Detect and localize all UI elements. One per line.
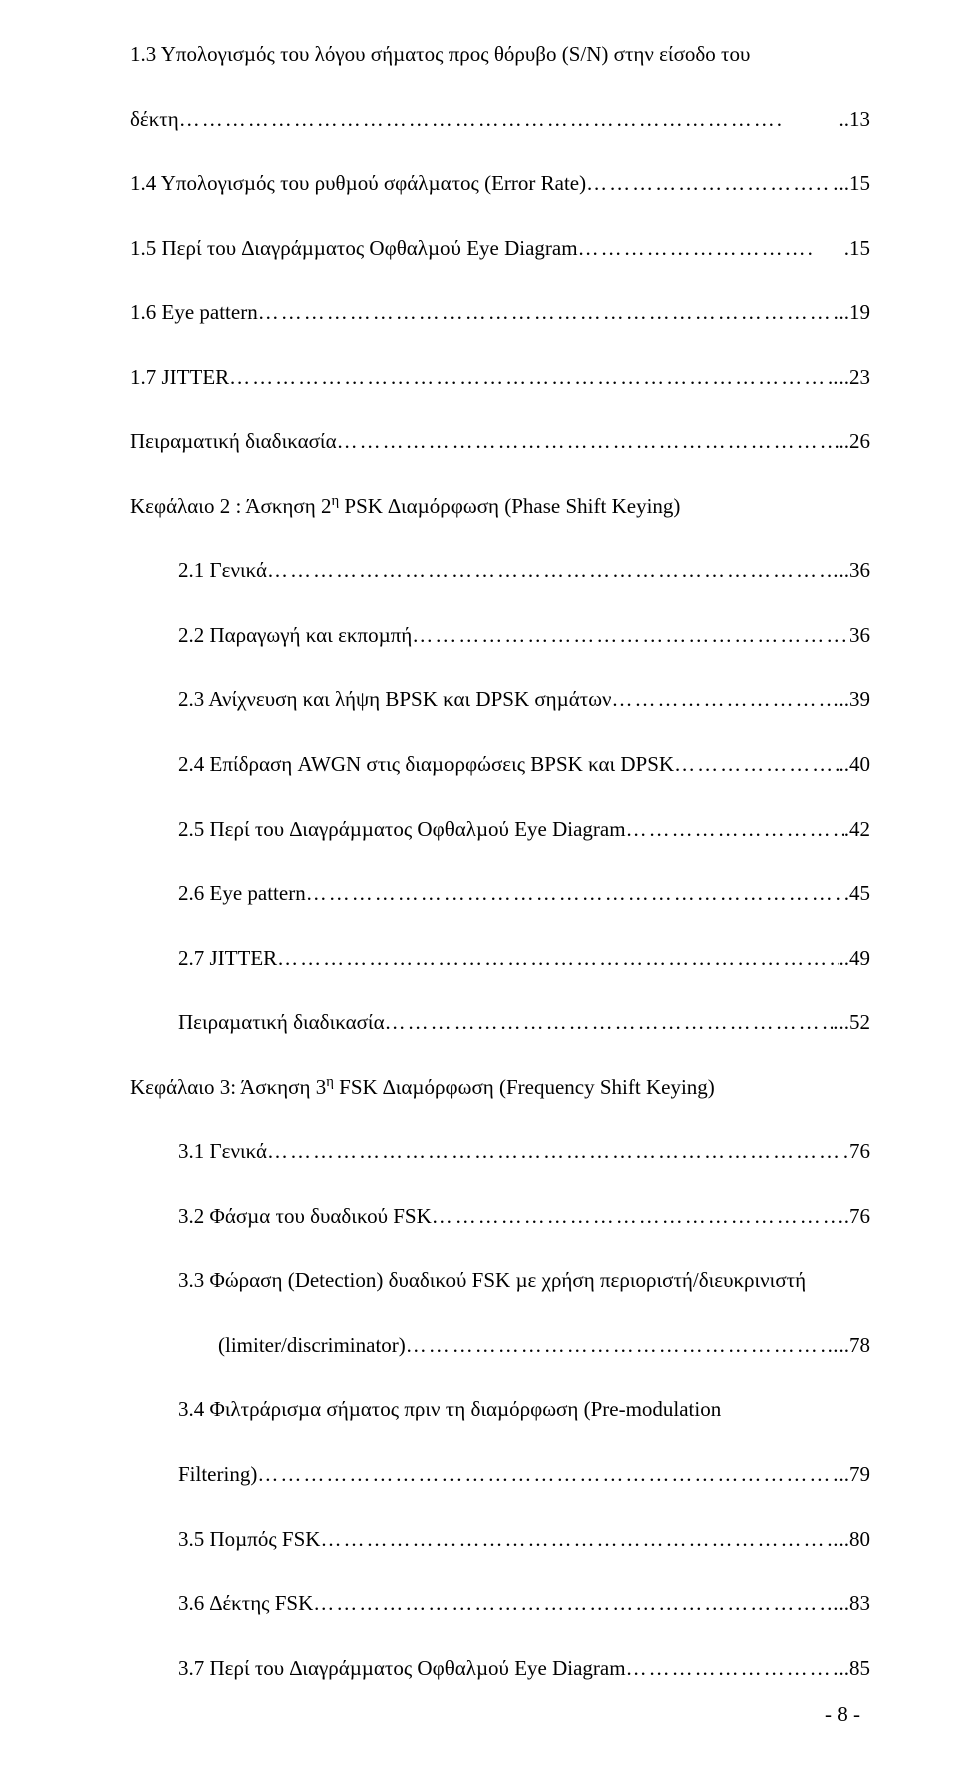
toc-entry: 2.6 Eye pattern…………………………………………………………………… — [130, 877, 870, 910]
toc-entry-title: 1.4 Υπολογισµός του ρυθµού σφάλµατος (Er… — [130, 167, 586, 200]
toc-entry-title: 3.2 Φάσµα του δυαδικού FSK — [178, 1200, 432, 1233]
toc-entry-title: 3.4 Φιλτράρισµα σήµατος πριν τη διαµόρφω… — [178, 1393, 721, 1426]
toc-entry: 2.7 JITTER………………………………………………………………………………… — [130, 942, 870, 975]
toc-entry-title: 2.5 Περί του ∆ιαγράµµατος Οφθαλµού Eye D… — [178, 813, 626, 846]
toc-entry-title: 2.7 JITTER — [178, 942, 277, 975]
toc-leader: ………………………………………………………… — [406, 1329, 833, 1362]
toc-entry-continuation: Filtering) — [178, 1458, 257, 1491]
toc-page-number: ..13 — [839, 103, 871, 136]
toc-entry: 1.6 Eye pattern…………………………………………………………………… — [130, 296, 870, 329]
toc-page-number: ...52 — [833, 1006, 870, 1039]
toc-entry-title: 2.4 Επίδραση AWGN στις διαµορφώσεις BPSK… — [178, 748, 674, 781]
toc-entry: 2.3 Ανίχνευση και λήψη BPSK και DPSK σηµ… — [130, 683, 870, 716]
toc-leader: …………………………………………………………………………. — [306, 877, 844, 910]
toc-leader: ……………………………………………………………………… — [320, 1523, 833, 1556]
chapter-heading-text: Κεφάλαιο 3: Άσκηση 3η FSK ∆ιαµόρφωση (Fr… — [130, 1071, 715, 1104]
toc-entry-title: 3.6 ∆έκτης FSK — [178, 1587, 313, 1620]
toc-leader: ……………………………………………………… — [432, 1200, 844, 1233]
toc-page-number: .76 — [844, 1200, 870, 1233]
toc-page-number: .42 — [844, 813, 870, 846]
toc-page-number: ..26 — [839, 425, 871, 458]
toc-entry-title: 3.3 Φώραση (Detection) δυαδικού FSK µε χ… — [178, 1264, 806, 1297]
toc-entry-title: 2.1 Γενικά — [178, 554, 267, 587]
toc-page-number: ...79 — [833, 1458, 870, 1491]
toc-entry: 2.5 Περί του ∆ιαγράµµατος Οφθαλµού Eye D… — [130, 813, 870, 846]
toc-entry-title: 1.7 JITTER — [130, 361, 229, 394]
toc-entry-title: 1.5 Περί του ∆ιαγράµµατος Οφθαλµού Eye D… — [130, 232, 578, 265]
toc-entry-title: 1.3 Υπολογισµός του λόγου σήµατος προς θ… — [130, 38, 750, 71]
toc-entry-title: 3.7 Περί του ∆ιαγράµµατος Οφθαλµού Eye D… — [178, 1652, 626, 1685]
toc-page-number: ...85 — [833, 1652, 870, 1685]
toc-entry: Πειραµατική διαδικασία………………………………………………… — [130, 425, 870, 458]
toc-entry: 3.1 Γενικά………………………………………………………………………………… — [130, 1135, 870, 1168]
toc-leader: …………………………. — [578, 232, 844, 265]
toc-leader: …………………………………………………………………………… — [229, 361, 833, 394]
chapter-heading-text: Κεφάλαιο 2 : Άσκηση 2η PSK ∆ιαµόρφωση (P… — [130, 490, 680, 523]
toc-leader: ………………………………………………………… — [412, 619, 849, 652]
toc-page-number: ...83 — [833, 1587, 870, 1620]
toc-page-number: ...36 — [833, 554, 870, 587]
toc-entry-title: 2.6 Eye pattern — [178, 877, 306, 910]
toc-page-number: ..40 — [839, 748, 871, 781]
toc-page-number: ...80 — [833, 1523, 870, 1556]
toc-entry: 3.3 Φώραση (Detection) δυαδικού FSK µε χ… — [130, 1264, 870, 1361]
page-number-footer: - 8 - — [825, 1698, 860, 1731]
toc-leader: ………………………. — [626, 1652, 834, 1685]
toc-page-number: ...78 — [833, 1329, 870, 1362]
toc-page-number: ...23 — [833, 361, 870, 394]
toc-entry-continuation: (limiter/discriminator) — [218, 1329, 406, 1362]
toc-leader: ………………………… — [626, 813, 844, 846]
toc-leader: …………………. — [674, 748, 838, 781]
toc-entry: 1.7 JITTER…………………………………………………………………………….… — [130, 361, 870, 394]
toc-entry: 2.4 Επίδραση AWGN στις διαµορφώσεις BPSK… — [130, 748, 870, 781]
toc-entry: Πειραµατική διαδικασία………………………………………………… — [130, 1006, 870, 1039]
toc-leader: ……………………………………………………………………. — [179, 103, 839, 136]
toc-page-number: ..39 — [839, 683, 871, 716]
toc-entry-continuation: δέκτη — [130, 103, 179, 136]
toc-entry-title: 3.1 Γενικά — [178, 1135, 267, 1168]
toc-entry: 3.2 Φάσµα του δυαδικού FSK……………………………………… — [130, 1200, 870, 1233]
toc-entry-title: Πειραµατική διαδικασία — [130, 425, 337, 458]
toc-page-number: .15 — [844, 232, 870, 265]
toc-leader: ……………………………………………………………………………… — [267, 1135, 849, 1168]
toc-page-number: ...15 — [833, 167, 870, 200]
toc-entry: 1.3 Υπολογισµός του λόγου σήµατος προς θ… — [130, 38, 870, 135]
toc-entry: 1.4 Υπολογισµός του ρυθµού σφάλµατος (Er… — [130, 167, 870, 200]
table-of-contents: 1.3 Υπολογισµός του λόγου σήµατος προς θ… — [130, 38, 870, 1684]
toc-entry: 3.4 Φιλτράρισµα σήµατος πριν τη διαµόρφω… — [130, 1393, 870, 1490]
toc-entry-title: Πειραµατική διαδικασία — [178, 1006, 385, 1039]
toc-page-number: ..19 — [839, 296, 871, 329]
document-page: 1.3 Υπολογισµός του λόγου σήµατος προς θ… — [0, 0, 960, 1766]
toc-page-number: .45 — [844, 877, 870, 910]
toc-entry-title: 2.3 Ανίχνευση και λήψη BPSK και DPSK σηµ… — [178, 683, 612, 716]
toc-entry-title: 2.2 Παραγωγή και εκποµπή — [178, 619, 412, 652]
toc-leader: …………………………………………………………… — [385, 1006, 834, 1039]
toc-page-number: ..49 — [839, 942, 871, 975]
toc-entry: 1.5 Περί του ∆ιαγράµµατος Οφθαλµού Eye D… — [130, 232, 870, 265]
toc-entry: 3.7 Περί του ∆ιαγράµµατος Οφθαλµού Eye D… — [130, 1652, 870, 1685]
toc-leader: ……………………………………………………………………………… — [277, 942, 838, 975]
chapter-heading: Κεφάλαιο 2 : Άσκηση 2η PSK ∆ιαµόρφωση (P… — [130, 490, 870, 523]
toc-entry-title: 3.5 Ποµπός FSK — [178, 1523, 320, 1556]
toc-page-number: 36 — [849, 619, 870, 652]
toc-entry: 3.5 Ποµπός FSK……………………………………………………………………… — [130, 1523, 870, 1556]
toc-entry-title: 1.6 Eye pattern — [130, 296, 258, 329]
toc-leader: ………………………………………………………………………… — [257, 1458, 833, 1491]
toc-leader: …………………………. — [612, 683, 839, 716]
toc-page-number: 76 — [849, 1135, 870, 1168]
toc-leader: ………………………….. — [586, 167, 833, 200]
toc-leader: ………………………………………………………………………… — [258, 296, 839, 329]
toc-entry: 2.2 Παραγωγή και εκποµπή…………………………………………… — [130, 619, 870, 652]
toc-entry: 2.1 Γενικά…………………………………………………………………………….… — [130, 554, 870, 587]
toc-entry: 3.6 ∆έκτης FSK……………………………………………………………………… — [130, 1587, 870, 1620]
chapter-heading: Κεφάλαιο 3: Άσκηση 3η FSK ∆ιαµόρφωση (Fr… — [130, 1071, 870, 1104]
toc-leader: ……………………………………………………………………………. — [267, 554, 833, 587]
toc-leader: ………………………………………………………………………. — [313, 1587, 833, 1620]
toc-leader: ………………………………………………………………. — [337, 425, 839, 458]
